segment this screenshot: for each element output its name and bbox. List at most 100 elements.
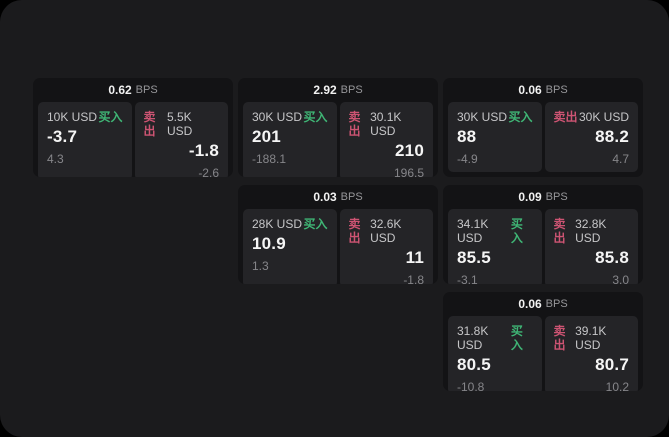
buy-amount: 10K USD <box>47 110 98 124</box>
sell-price: 80.7 <box>595 355 629 374</box>
spread-unit-label: BPS <box>340 191 363 203</box>
buy-tile[interactable]: 28K USD 买入 10.9 1.3 <box>243 209 337 284</box>
buy-amount: 30K USD <box>252 110 303 124</box>
spread-header: 0.06 BPS <box>443 78 643 102</box>
quote-card: 0.09 BPS 34.1K USD 买入 85.5 -3.1 卖出 <box>443 185 643 284</box>
buy-change: 4.3 <box>47 152 64 166</box>
sell-tile-top: 卖出 5.5K USD <box>144 110 220 138</box>
sell-amount: 39.1K USD <box>575 324 607 352</box>
spread-unit-label: BPS <box>545 298 568 310</box>
buy-tile[interactable]: 31.8K USD 买入 80.5 -10.8 <box>448 316 542 391</box>
buy-price: 80.5 <box>457 355 491 374</box>
spread-unit-label: BPS <box>135 84 158 96</box>
sell-price: -1.8 <box>188 141 219 160</box>
buy-tile[interactable]: 10K USD 买入 -3.7 4.3 <box>38 102 132 177</box>
buy-side-label: 买入 <box>303 217 328 231</box>
sell-tile-top: 卖出 32.6K USD <box>349 217 425 245</box>
buy-tile-top: 10K USD 买入 <box>47 110 123 124</box>
buy-tile[interactable]: 34.1K USD 买入 85.5 -3.1 <box>448 209 542 284</box>
sell-change: 4.7 <box>612 152 629 166</box>
quote-card: 0.03 BPS 28K USD 买入 10.9 1.3 卖出 <box>238 185 438 284</box>
sell-price: 210 <box>395 141 424 160</box>
sell-tile[interactable]: 卖出 30.1K USD 210 196.5 <box>339 102 433 177</box>
buy-amount: 28K USD <box>252 217 303 231</box>
sell-change: -2.6 <box>198 166 219 177</box>
spread-header: 0.06 BPS <box>443 292 643 316</box>
sell-tile[interactable]: 卖出 30K USD 88.2 4.7 <box>544 102 638 172</box>
sell-tile-top: 卖出 39.1K USD <box>554 324 630 352</box>
quote-cards-grid: 0.62 BPS 10K USD 买入 -3.7 4.3 卖出 <box>33 78 643 391</box>
sell-side-label: 卖出 <box>553 324 566 352</box>
sell-change: 3.0 <box>612 273 629 284</box>
spread-value: 0.62 <box>108 83 132 97</box>
sell-amount: 32.6K USD <box>370 217 402 245</box>
buy-side-label: 买入 <box>303 110 328 124</box>
sell-change: 196.5 <box>393 166 424 177</box>
buy-side-label: 买入 <box>98 110 123 124</box>
sell-amount: 32.8K USD <box>575 217 607 245</box>
sell-tile-top: 卖出 32.8K USD <box>554 217 630 245</box>
buy-price: 88 <box>457 127 477 146</box>
spread-unit-label: BPS <box>545 191 568 203</box>
spread-value: 0.06 <box>518 83 542 97</box>
bid-ask-panels: 31.8K USD 买入 80.5 -10.8 卖出 39.1K USD 80.… <box>443 316 643 391</box>
spread-value: 0.09 <box>518 190 542 204</box>
sell-tile[interactable]: 卖出 5.5K USD -1.8 -2.6 <box>134 102 228 177</box>
quote-card: 0.06 BPS 31.8K USD 买入 80.5 -10.8 卖 <box>443 292 643 391</box>
sell-amount: 30.1K USD <box>370 110 402 138</box>
sell-price: 85.8 <box>595 248 629 267</box>
buy-tile-top: 34.1K USD 买入 <box>457 217 533 245</box>
buy-tile[interactable]: 30K USD 买入 201 -188.1 <box>243 102 337 177</box>
spread-header: 2.92 BPS <box>238 78 438 102</box>
sell-side-label: 卖出 <box>553 110 578 124</box>
spread-header: 0.03 BPS <box>238 185 438 209</box>
bid-ask-panels: 30K USD 买入 88 -4.9 卖出 30K USD 88.2 4.7 <box>443 102 643 177</box>
bid-ask-panels: 30K USD 买入 201 -188.1 卖出 30.1K USD 210 1… <box>238 102 438 177</box>
spread-value: 0.03 <box>313 190 337 204</box>
buy-amount: 31.8K USD <box>457 324 489 352</box>
buy-side-label: 买入 <box>510 217 523 245</box>
sell-tile[interactable]: 卖出 32.6K USD 11 -1.8 <box>339 209 433 284</box>
buy-side-label: 买入 <box>510 324 523 352</box>
sell-side-label: 卖出 <box>553 217 566 245</box>
buy-tile-top: 28K USD 买入 <box>252 217 328 231</box>
buy-price: -3.7 <box>47 127 78 146</box>
bid-ask-panels: 34.1K USD 买入 85.5 -3.1 卖出 32.8K USD 85.8… <box>443 209 643 284</box>
spread-header: 0.62 BPS <box>33 78 233 102</box>
quote-card: 0.62 BPS 10K USD 买入 -3.7 4.3 卖出 <box>33 78 233 177</box>
spread-value: 2.92 <box>313 83 337 97</box>
sell-change: -1.8 <box>403 273 424 284</box>
bid-ask-panels: 28K USD 买入 10.9 1.3 卖出 32.6K USD 11 -1.8 <box>238 209 438 284</box>
buy-tile-top: 31.8K USD 买入 <box>457 324 533 352</box>
spread-unit-label: BPS <box>545 84 568 96</box>
sell-side-label: 卖出 <box>348 110 361 138</box>
sell-change: 10.2 <box>605 380 629 391</box>
buy-change: -188.1 <box>252 152 287 166</box>
spread-header: 0.09 BPS <box>443 185 643 209</box>
buy-change: -10.8 <box>457 380 485 391</box>
sell-price: 88.2 <box>595 127 629 146</box>
buy-tile-top: 30K USD 买入 <box>457 110 533 124</box>
buy-tile[interactable]: 30K USD 买入 88 -4.9 <box>448 102 542 172</box>
buy-tile-top: 30K USD 买入 <box>252 110 328 124</box>
sell-amount: 5.5K USD <box>166 110 193 138</box>
sell-amount: 30K USD <box>578 110 629 124</box>
sell-tile[interactable]: 卖出 32.8K USD 85.8 3.0 <box>544 209 638 284</box>
buy-side-label: 买入 <box>508 110 533 124</box>
quote-card: 2.92 BPS 30K USD 买入 201 -188.1 卖出 <box>238 78 438 177</box>
sell-tile[interactable]: 卖出 39.1K USD 80.7 10.2 <box>544 316 638 391</box>
buy-price: 10.9 <box>252 234 286 253</box>
buy-change: 1.3 <box>252 259 269 273</box>
bid-ask-panels: 10K USD 买入 -3.7 4.3 卖出 5.5K USD -1.8 -2.… <box>33 102 233 177</box>
spread-value: 0.06 <box>518 297 542 311</box>
buy-amount: 34.1K USD <box>457 217 489 245</box>
sell-price: 11 <box>405 248 424 267</box>
sell-tile-top: 卖出 30.1K USD <box>349 110 425 138</box>
spread-unit-label: BPS <box>340 84 363 96</box>
buy-change: -3.1 <box>457 273 478 284</box>
sell-side-label: 卖出 <box>348 217 361 245</box>
sell-tile-top: 卖出 30K USD <box>554 110 630 124</box>
sell-side-label: 卖出 <box>143 110 156 138</box>
